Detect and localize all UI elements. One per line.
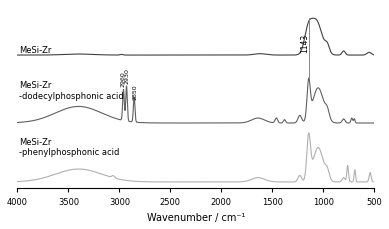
Text: 2960: 2960	[121, 71, 126, 87]
Text: MeSi-Zr
-phenylphosphonic acid: MeSi-Zr -phenylphosphonic acid	[19, 137, 120, 157]
Text: 2850: 2850	[132, 84, 137, 99]
Text: MeSi-Zr: MeSi-Zr	[19, 46, 52, 55]
Text: 1143: 1143	[301, 33, 310, 52]
X-axis label: Wavenumber / cm⁻¹: Wavenumber / cm⁻¹	[147, 212, 245, 222]
Text: 2930: 2930	[124, 68, 129, 83]
Text: MeSi-Zr
-dodecylphosphonic acid: MeSi-Zr -dodecylphosphonic acid	[19, 81, 124, 100]
